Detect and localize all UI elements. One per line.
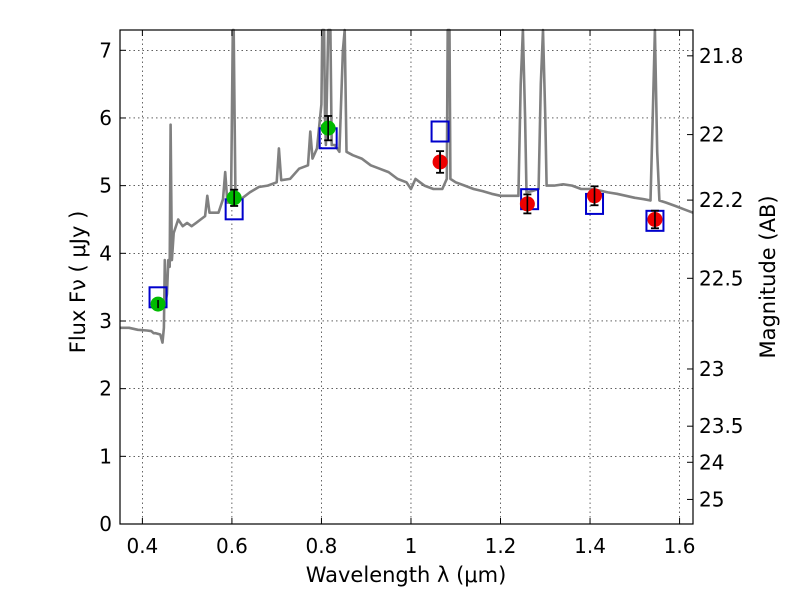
y-tick-label: 1 (99, 444, 112, 468)
x-tick-label: 1.6 (664, 534, 696, 558)
x-tick-label: 0.6 (216, 534, 248, 558)
y-tick-label: 2 (99, 377, 112, 401)
spectrum-line (120, 28, 694, 344)
right-tick-label: 24 (699, 450, 724, 474)
y-axis-title: Flux Fν ( μJy ) (66, 211, 90, 354)
right-tick-label: 23 (699, 357, 724, 381)
right-tick-label: 22.2 (699, 188, 744, 212)
x-tick-label: 0.8 (306, 534, 338, 558)
x-tick-label: 1.4 (574, 534, 606, 558)
grid (120, 30, 693, 525)
y-tick-label: 0 (99, 512, 112, 536)
plot-frame (119, 29, 694, 525)
y-tick-label: 6 (99, 106, 112, 130)
right-tick-label: 21.8 (699, 44, 744, 68)
right-tick-label: 22 (699, 123, 724, 147)
y-tick-label: 4 (99, 241, 112, 265)
x-tick-label: 0.4 (126, 534, 158, 558)
right-tick-label: 23.5 (699, 414, 744, 438)
model-photometry-marker (430, 120, 450, 143)
x-tick-label: 1.2 (485, 534, 517, 558)
data-points (148, 115, 665, 312)
x-tick-label: 1 (405, 534, 418, 558)
y-tick-label: 7 (99, 38, 112, 62)
model-spectrum (120, 28, 694, 344)
right-tick-label: 25 (699, 487, 724, 511)
x-axis-title: Wavelength λ (μm) (306, 563, 507, 587)
right-axis-title: Magnitude (AB) (756, 195, 780, 358)
right-tick-label: 22.5 (699, 266, 744, 290)
y-tick-label: 5 (99, 174, 112, 198)
y-tick-label: 3 (99, 309, 112, 333)
